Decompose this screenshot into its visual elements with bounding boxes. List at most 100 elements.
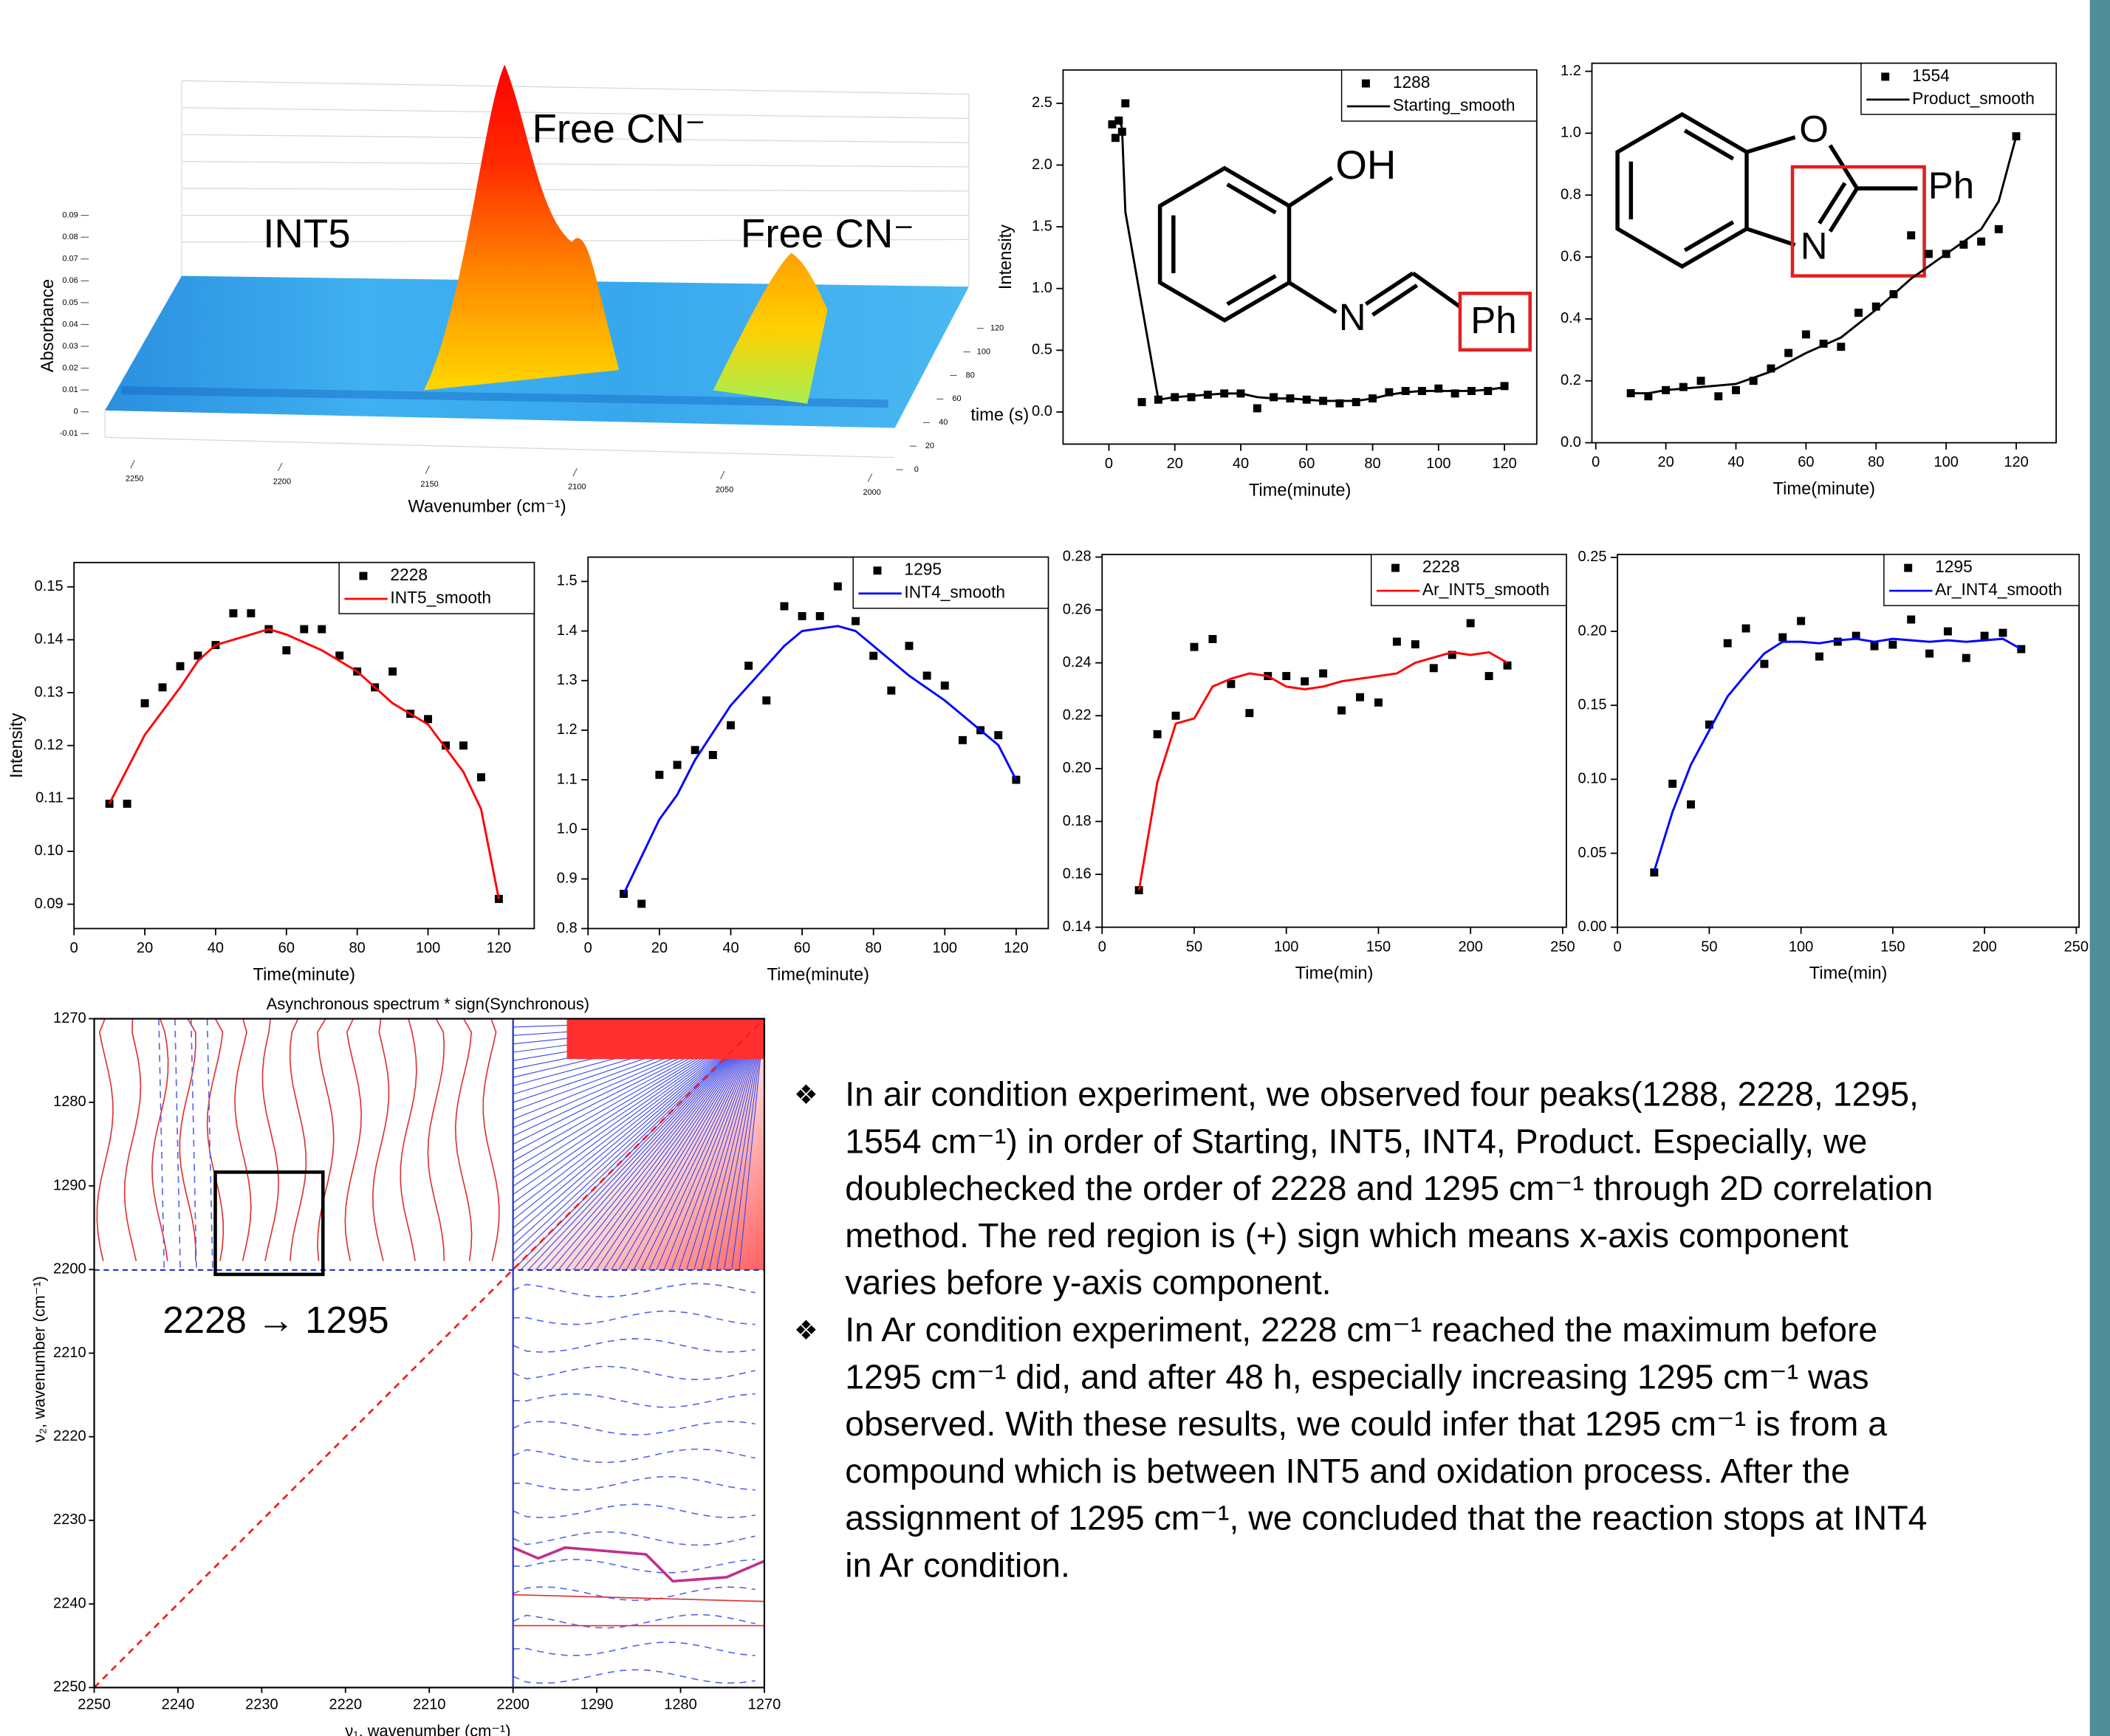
- z-tick-label: 0.09: [62, 211, 78, 220]
- data-point: [1760, 659, 1769, 668]
- y-tick-label: 1.0: [1561, 125, 1581, 141]
- y-tick-label: 0.20: [1578, 622, 1607, 639]
- contour-line: [595, 1018, 765, 1271]
- contour-line: [731, 1018, 765, 1271]
- y-tick-label: 0.15: [35, 578, 64, 594]
- x-tick-label: 200: [1458, 939, 1482, 955]
- legend-label: INT4_smooth: [904, 583, 1005, 602]
- data-point: [1466, 619, 1475, 628]
- z-axis-label: Absorbance: [38, 279, 58, 372]
- x-tick-label: 50: [1701, 939, 1717, 955]
- plot-frame: [1591, 62, 2058, 444]
- contour-line: [513, 1559, 756, 1574]
- y-tick-label: 0.09: [35, 896, 64, 912]
- plot-frame: [1062, 69, 1538, 445]
- data-point: [476, 773, 485, 782]
- data-point: [1227, 679, 1236, 688]
- data-point: [1450, 389, 1459, 398]
- x-tick-label: 0: [1592, 454, 1600, 470]
- data-point: [1282, 672, 1291, 681]
- data-point: [1871, 302, 1880, 311]
- plot-frame: [1101, 553, 1567, 928]
- contour-line: [513, 1641, 756, 1656]
- data-point: [1801, 330, 1810, 339]
- bullet-line: In air condition experiment, we observed…: [845, 1075, 1919, 1114]
- y-tick-label: 60: [952, 394, 961, 403]
- contour-line: [618, 1018, 765, 1271]
- data-point: [1434, 384, 1443, 393]
- data-point: [442, 741, 450, 750]
- z-tick-label: 0.08: [62, 233, 78, 241]
- x-tick-label: 2210: [413, 1696, 446, 1712]
- x-tick-label: 2250: [78, 1696, 111, 1712]
- bullet-line: method. The red region is (+) sign which…: [845, 1216, 1848, 1255]
- contour-line: [693, 1018, 765, 1271]
- data-line: [1631, 136, 2018, 394]
- data-point: [1484, 672, 1493, 681]
- y-tick-label: 0.9: [557, 871, 578, 887]
- data-point: [1356, 693, 1364, 701]
- data-point: [1714, 392, 1723, 401]
- y-tick-label: 0.14: [35, 631, 64, 648]
- y-tick-label: 1.0: [557, 820, 578, 837]
- y-tick-label: 1.1: [557, 771, 578, 787]
- data-point: [1837, 343, 1846, 351]
- data-point: [193, 651, 202, 660]
- y-tick-label: 80: [966, 371, 975, 380]
- contour-line: [513, 1669, 756, 1684]
- contour-line: [317, 1018, 335, 1261]
- bullet-line: assignment of 1295 cm⁻¹, we concluded th…: [845, 1499, 1927, 1537]
- data-point: [2017, 645, 2026, 653]
- data-point: [318, 625, 326, 634]
- contour-line: [610, 1018, 765, 1271]
- y-tick-label: 0.2: [1561, 372, 1581, 388]
- contour-line: [580, 1018, 765, 1271]
- legend-marker: [1361, 79, 1370, 88]
- data-point: [388, 667, 397, 676]
- data-point: [105, 799, 114, 808]
- contour-line: [527, 1018, 765, 1271]
- data-line: [623, 625, 1018, 895]
- y-tick-label: 120: [990, 324, 1004, 333]
- x-tick-label: 2230: [245, 1696, 278, 1712]
- chart-title: Asynchronous spectrum * sign(Synchronous…: [267, 995, 589, 1013]
- data-point: [1924, 250, 1933, 258]
- y-tick-label: 0.25: [1578, 549, 1607, 565]
- bullet-line: varies before y-axis component.: [845, 1263, 1331, 1302]
- contour-line: [513, 1503, 756, 1519]
- x-tick-label: 200: [1972, 939, 1996, 955]
- data-point: [1503, 661, 1512, 670]
- data-point: [140, 699, 149, 707]
- data-point: [1767, 364, 1775, 373]
- data-point: [833, 582, 842, 591]
- data-point: [1500, 382, 1509, 391]
- data-point: [1819, 339, 1828, 348]
- x-tick-label: 60: [1298, 456, 1315, 472]
- y-tick-label: 1270: [53, 1010, 86, 1026]
- data-point: [1253, 404, 1261, 413]
- x-tick: [720, 470, 725, 480]
- legend-marker: [1904, 563, 1913, 572]
- x-tick-label: 100: [1274, 939, 1298, 955]
- data-point: [673, 761, 682, 769]
- peak-label: Free CN⁻: [741, 211, 914, 256]
- x-tick-label: 0: [70, 940, 78, 956]
- y-tick-label: 0.6: [1561, 248, 1581, 264]
- contour-line: [535, 1018, 765, 1271]
- contour-art: [93, 1018, 765, 1689]
- data-point: [815, 611, 824, 620]
- legend: [852, 556, 1049, 609]
- data-point: [869, 651, 878, 660]
- data-point: [727, 721, 735, 730]
- data-point: [176, 662, 185, 670]
- y-tick-label: 1.2: [557, 721, 578, 738]
- data-point: [1679, 382, 1688, 391]
- surface-peak: [713, 253, 828, 404]
- bullet-marker: ❖: [794, 1315, 818, 1345]
- contour-line: [261, 1018, 279, 1261]
- data-point: [459, 741, 467, 750]
- x-tick-label: 50: [1186, 939, 1202, 955]
- data-point: [762, 696, 771, 705]
- y-tick-label: 1280: [53, 1094, 86, 1110]
- x-tick-label: 60: [278, 940, 295, 956]
